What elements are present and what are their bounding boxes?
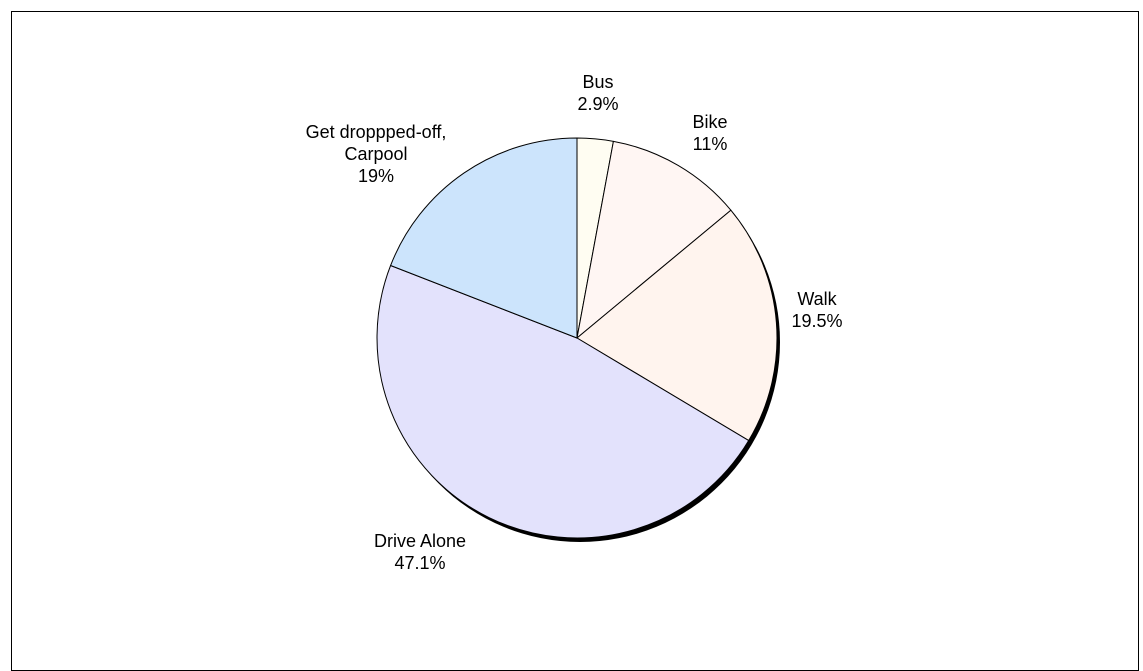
data-label-get-droppped-off-carpool: Get droppped-off, Carpool 19% [306,122,447,186]
pie-slice-walk [576,209,778,442]
pie-slice-drive-alone [376,264,750,539]
pie-slices [376,137,778,539]
data-label-walk: Walk 19.5% [791,289,842,331]
pie-slice-bike [576,140,732,339]
data-label-bus: Bus 2.9% [577,72,618,114]
data-label-drive-alone: Drive Alone 47.1% [374,531,466,573]
pie-labels: Bus 2.9% Bike 11% Walk 19.5% Drive Alone 47.1% G… [306,72,843,573]
data-label-bike: Bike 11% [692,112,727,154]
pie-slice-get-droppped-off-carpool [390,137,578,339]
